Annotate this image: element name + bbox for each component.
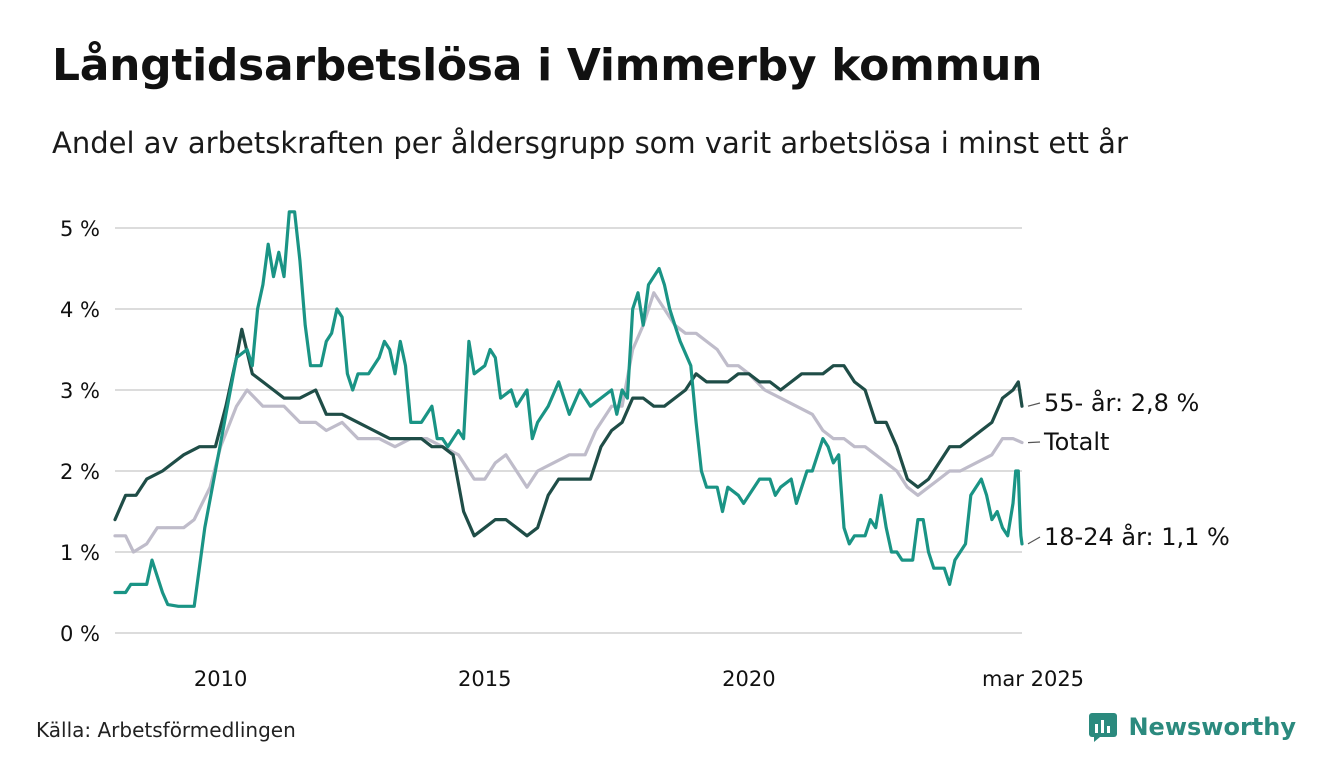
source-note: Källa: Arbetsförmedlingen: [36, 718, 296, 742]
chart-subtitle: Andel av arbetskraften per åldersgrupp s…: [52, 126, 1128, 160]
x-tick-label: 2015: [458, 667, 511, 691]
series-line-2: [113, 210, 1024, 608]
y-tick-label: 5 %: [60, 217, 100, 241]
series-end-label: 18-24 år: 1,1 %: [1044, 522, 1230, 551]
brand-name: Newsworthy: [1128, 713, 1296, 741]
y-tick-label: 3 %: [60, 379, 100, 403]
y-axis-ticks: 0 % 1 % 2 % 3 % 4 % 5 %: [60, 217, 100, 646]
series-line-1: [113, 327, 1024, 538]
series-lines: [113, 210, 1024, 608]
label-connector-1: [1027, 402, 1041, 407]
series-end-label: 55- år: 2,8 %: [1044, 388, 1199, 417]
label-connector-0: [1027, 441, 1041, 444]
gridlines: [115, 227, 1022, 634]
y-tick-label: 2 %: [60, 460, 100, 484]
series-end-label: Totalt: [1043, 428, 1109, 456]
chart-title: Långtidsarbetslösa i Vimmerby kommun: [52, 40, 1043, 91]
series-line-0: [113, 291, 1024, 554]
y-tick-label: 1 %: [60, 541, 100, 565]
label-connector-2: [1027, 536, 1041, 545]
y-tick-label: 0 %: [60, 622, 100, 646]
series-end-labels: Totalt 55- år: 2,8 % 18-24 år: 1,1 %: [1027, 388, 1230, 551]
x-axis-ticks: 2010 2015 2020 mar 2025: [194, 667, 1084, 691]
x-tick-label: 2010: [194, 667, 247, 691]
x-tick-label: mar 2025: [982, 667, 1084, 691]
y-tick-label: 4 %: [60, 298, 100, 322]
brand: Newsworthy: [1088, 712, 1296, 742]
x-tick-label: 2020: [722, 667, 775, 691]
newsworthy-logo-icon: [1089, 713, 1118, 742]
